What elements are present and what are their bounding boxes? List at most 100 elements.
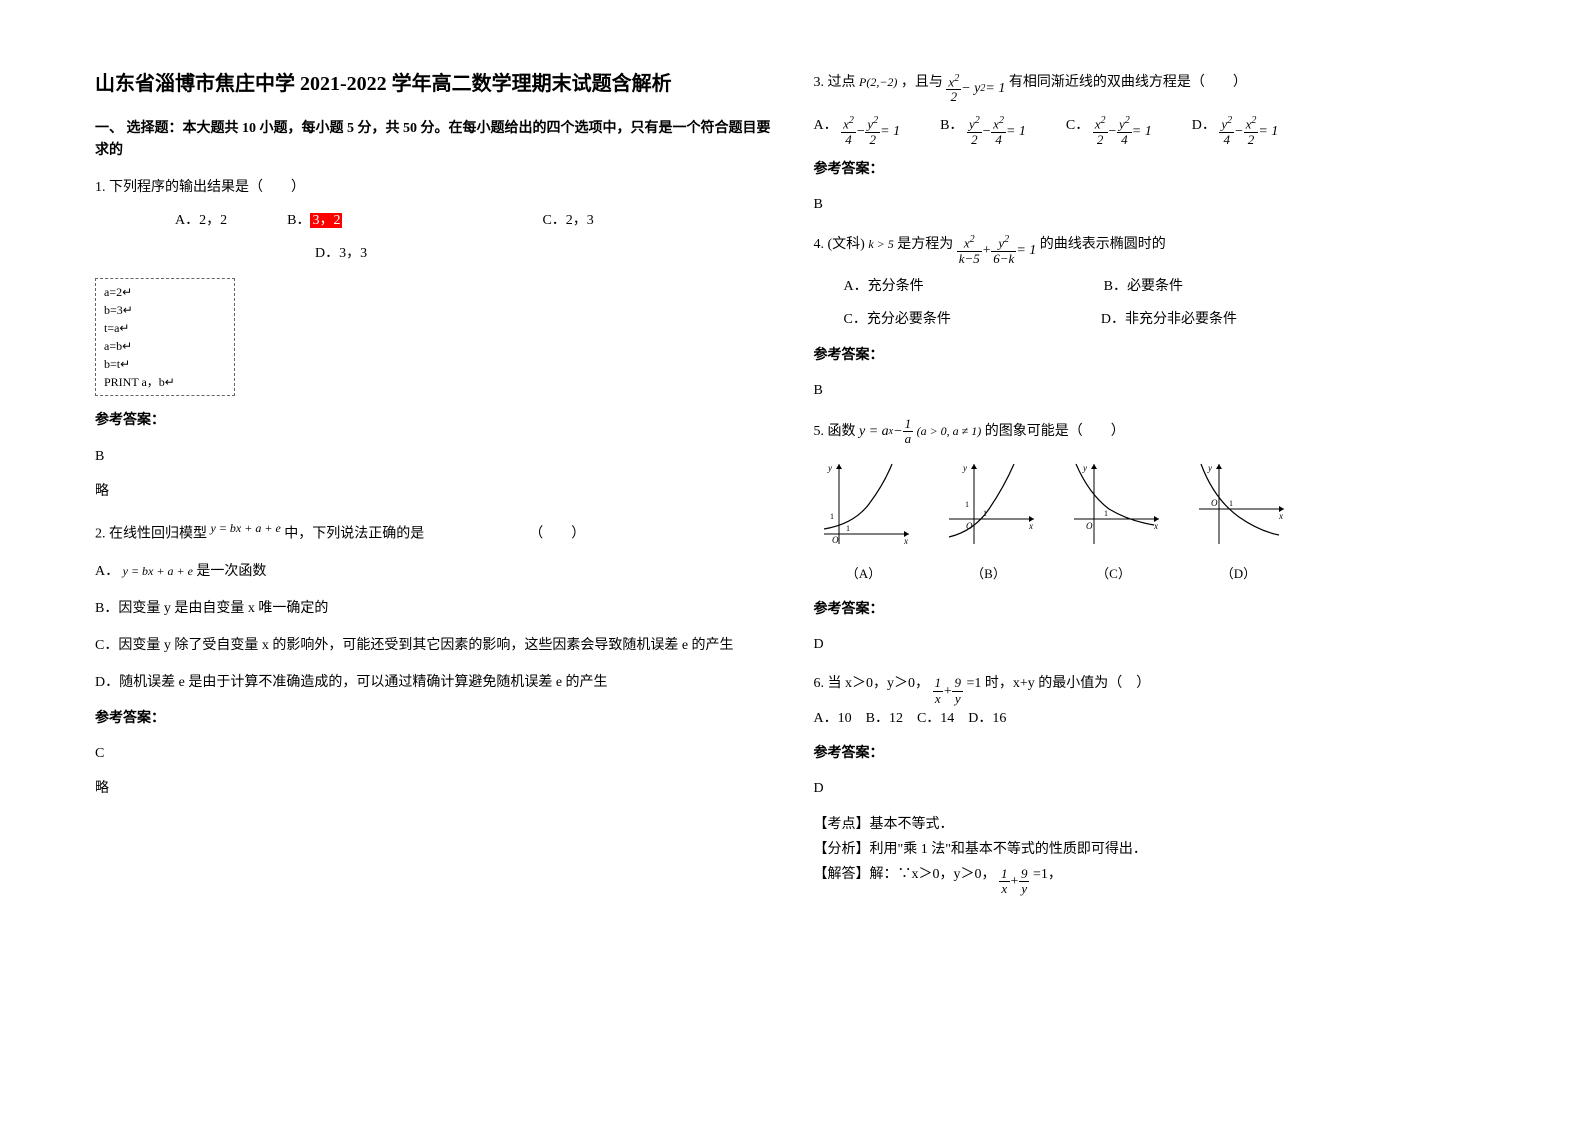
graph-b-wrap: O x y 1 1 （B） xyxy=(939,459,1039,586)
q3-eq: x22 − y2 = 1 xyxy=(946,73,1005,105)
page-container: 山东省淄博市焦庄中学 2021-2022 学年高二数学理期末试题含解析 一、 选… xyxy=(95,70,1492,911)
q2-answer-label: 参考答案： xyxy=(95,706,774,731)
q3b-label: B． xyxy=(940,118,963,133)
f1b: 1 xyxy=(933,676,944,691)
graph-a-wrap: O x y 1 1 （A） xyxy=(814,459,914,586)
graph-b-label: （B） xyxy=(939,562,1039,585)
q3-option-a: A． x24 − y22 = 1 xyxy=(814,113,901,148)
svg-text:O: O xyxy=(966,521,973,531)
q2-option-d: D．随机误差 e 是由于计算不准确造成的，可以通过精确计算避免随机误差 e 的产… xyxy=(95,670,774,695)
q2-option-c: C．因变量 y 除了受自变量 x 的影响外，可能还受到其它因素的影响，这些因素会… xyxy=(95,633,774,658)
q2-option-b: B．因变量 y 是由自变量 x 唯一确定的 xyxy=(95,596,774,621)
fkm: k−5 xyxy=(957,252,982,266)
q2-opta-prefix: A． xyxy=(95,564,119,579)
q4-answer-label: 参考答案： xyxy=(814,343,1493,368)
q4-text: 4. (文科) k > 5 是方程为 x2k−5 + y26−k = 1 的曲线… xyxy=(814,232,1493,267)
fa2: a xyxy=(903,432,914,446)
q3-option-b: B． y22 − x24 = 1 xyxy=(940,113,1026,148)
svg-text:y: y xyxy=(1082,463,1087,473)
q6-options: A．10 B．12 C．14 D．16 xyxy=(814,706,1493,731)
graph-b-svg: O x y 1 1 xyxy=(939,459,1039,549)
q2-option-a: A． y = bx + a + e 是一次函数 xyxy=(95,559,774,584)
fh: 2 xyxy=(1244,133,1259,147)
svg-text:y: y xyxy=(962,463,967,473)
q2-opta-suffix: 是一次函数 xyxy=(196,564,266,579)
q4-options-row2: C．充分必要条件 D．非充分非必要条件 xyxy=(844,307,1493,332)
f1: 1 xyxy=(903,417,914,432)
q6-eq: 1x + 9y xyxy=(933,676,963,706)
q5-suffix: 的图象可能是（ ） xyxy=(985,424,1125,439)
question-2: 2. 在线性回归模型 y = bx + a + e 中，下列说法正确的是 （ ）… xyxy=(95,518,774,801)
q2-formula: y = bx + a + e xyxy=(211,521,281,535)
q3-text-mid: ，且与 xyxy=(901,75,943,90)
fe: 2 xyxy=(1093,133,1108,147)
graph-c-wrap: O x y 1 （C） xyxy=(1064,459,1164,586)
q5-answer-label: 参考答案： xyxy=(814,597,1493,622)
q1-optb-prefix: B． xyxy=(287,213,310,228)
svg-text:1: 1 xyxy=(983,509,987,518)
q6-solve-eq: 1x + 9y xyxy=(999,867,1029,897)
q3-text-prefix: 3. 过点 xyxy=(814,75,856,90)
svg-text:x: x xyxy=(1153,521,1158,531)
svg-text:1: 1 xyxy=(965,500,969,509)
q1-options-row1: A．2，2 B．3，2 C．2，3 xyxy=(175,208,774,233)
f9b: 9 xyxy=(1019,867,1030,882)
q3-options: A． x24 − y22 = 1 B． y22 − x24 = 1 C． xyxy=(814,113,1493,148)
q3-text: 3. 过点 P(2,−2) ，且与 x22 − y2 = 1 有相同渐近线的双曲… xyxy=(814,70,1493,105)
q5-prefix: 5. 函数 xyxy=(814,424,856,439)
q4-eq: x2k−5 + y26−k = 1 xyxy=(957,234,1037,266)
q3-point: P(2,−2) xyxy=(859,75,897,89)
q6-point: 【考点】基本不等式． xyxy=(814,812,1493,837)
q5-answer: D xyxy=(814,632,1493,657)
code-line: t=a↵ xyxy=(104,319,226,337)
svg-text:1: 1 xyxy=(830,512,834,521)
q4-options-row1: A．充分条件 B．必要条件 xyxy=(844,274,1493,299)
right-column: 3. 过点 P(2,−2) ，且与 x22 − y2 = 1 有相同渐近线的双曲… xyxy=(814,70,1493,911)
question-6: 6. 当 x＞0，y＞0， 1x + 9y =1 时，x+y 的最小值为（ ） … xyxy=(814,671,1493,896)
q4-option-a: A．充分条件 xyxy=(844,274,924,299)
svg-text:y: y xyxy=(827,463,832,473)
code-line: a=b↵ xyxy=(104,337,226,355)
q3c-label: C． xyxy=(1066,118,1089,133)
code-line: b=t↵ xyxy=(104,355,226,373)
q1-text: 1. 下列程序的输出结果是（ ） xyxy=(95,175,774,200)
q4-mid: 是方程为 xyxy=(897,237,953,252)
q3d-eq: y24 − x22 = 1 xyxy=(1219,115,1278,147)
q4-option-d: D．非充分非必要条件 xyxy=(1101,307,1237,332)
document-title: 山东省淄博市焦庄中学 2021-2022 学年高二数学理期末试题含解析 xyxy=(95,70,774,98)
q1-code-box: a=2↵ b=3↵ t=a↵ a=b↵ b=t↵ PRINT a，b↵ xyxy=(95,278,235,396)
q3b-eq: y22 − x24 = 1 xyxy=(967,115,1026,147)
fd2: 4 xyxy=(991,133,1006,147)
fb: 2 xyxy=(865,133,880,147)
q1-answer-label: 参考答案： xyxy=(95,408,774,433)
q2-text: 2. 在线性回归模型 y = bx + a + e 中，下列说法正确的是 （ ） xyxy=(95,518,774,547)
svg-text:1: 1 xyxy=(1229,499,1233,508)
q5-graphs: O x y 1 1 （A） O xyxy=(814,459,1493,586)
q3a-label: A． xyxy=(814,118,838,133)
q6-solve: 【解答】解：∵x＞0，y＞0， 1x + 9y =1， xyxy=(814,862,1493,897)
svg-text:1: 1 xyxy=(1104,509,1108,518)
q1-option-b: B．3，2 xyxy=(287,208,342,233)
q5-cond: (a > 0, a ≠ 1) xyxy=(917,424,982,438)
q4-prefix: 4. (文科) xyxy=(814,237,865,252)
q6-analysis: 【分析】利用"乘 1 法"和基本不等式的性质即可得出． xyxy=(814,837,1493,862)
graph-a-label: （A） xyxy=(814,562,914,585)
fg: 4 xyxy=(1219,133,1234,147)
graph-c-svg: O x y 1 xyxy=(1064,459,1164,549)
svg-text:O: O xyxy=(1086,521,1093,531)
q5-text: 5. 函数 y = ax − 1a (a > 0, a ≠ 1) 的图象可能是（… xyxy=(814,417,1493,447)
graph-a-svg: O x y 1 1 xyxy=(814,459,914,549)
q4-option-b: B．必要条件 xyxy=(1104,274,1183,299)
section-1-header: 一、 选择题：本大题共 10 小题，每小题 5 分，共 50 分。在每小题给出的… xyxy=(95,118,774,163)
svg-text:x: x xyxy=(1028,521,1033,531)
q3-option-d: D． y24 − x22 = 1 xyxy=(1192,113,1279,148)
q3-answer: B xyxy=(814,192,1493,217)
q6-mid: =1 时，x+y 的最小值为（ ） xyxy=(966,676,1150,691)
f1c: 1 xyxy=(999,867,1010,882)
question-1: 1. 下列程序的输出结果是（ ） A．2，2 B．3，2 C．2，3 D．3，3… xyxy=(95,175,774,504)
ff: 4 xyxy=(1117,133,1132,147)
q3-text-suffix: 有相同渐近线的双曲线方程是（ ） xyxy=(1009,75,1247,90)
q3d-label: D． xyxy=(1192,118,1216,133)
q3a-eq: x24 − y22 = 1 xyxy=(841,115,900,147)
fsk: 6−k xyxy=(991,252,1016,266)
